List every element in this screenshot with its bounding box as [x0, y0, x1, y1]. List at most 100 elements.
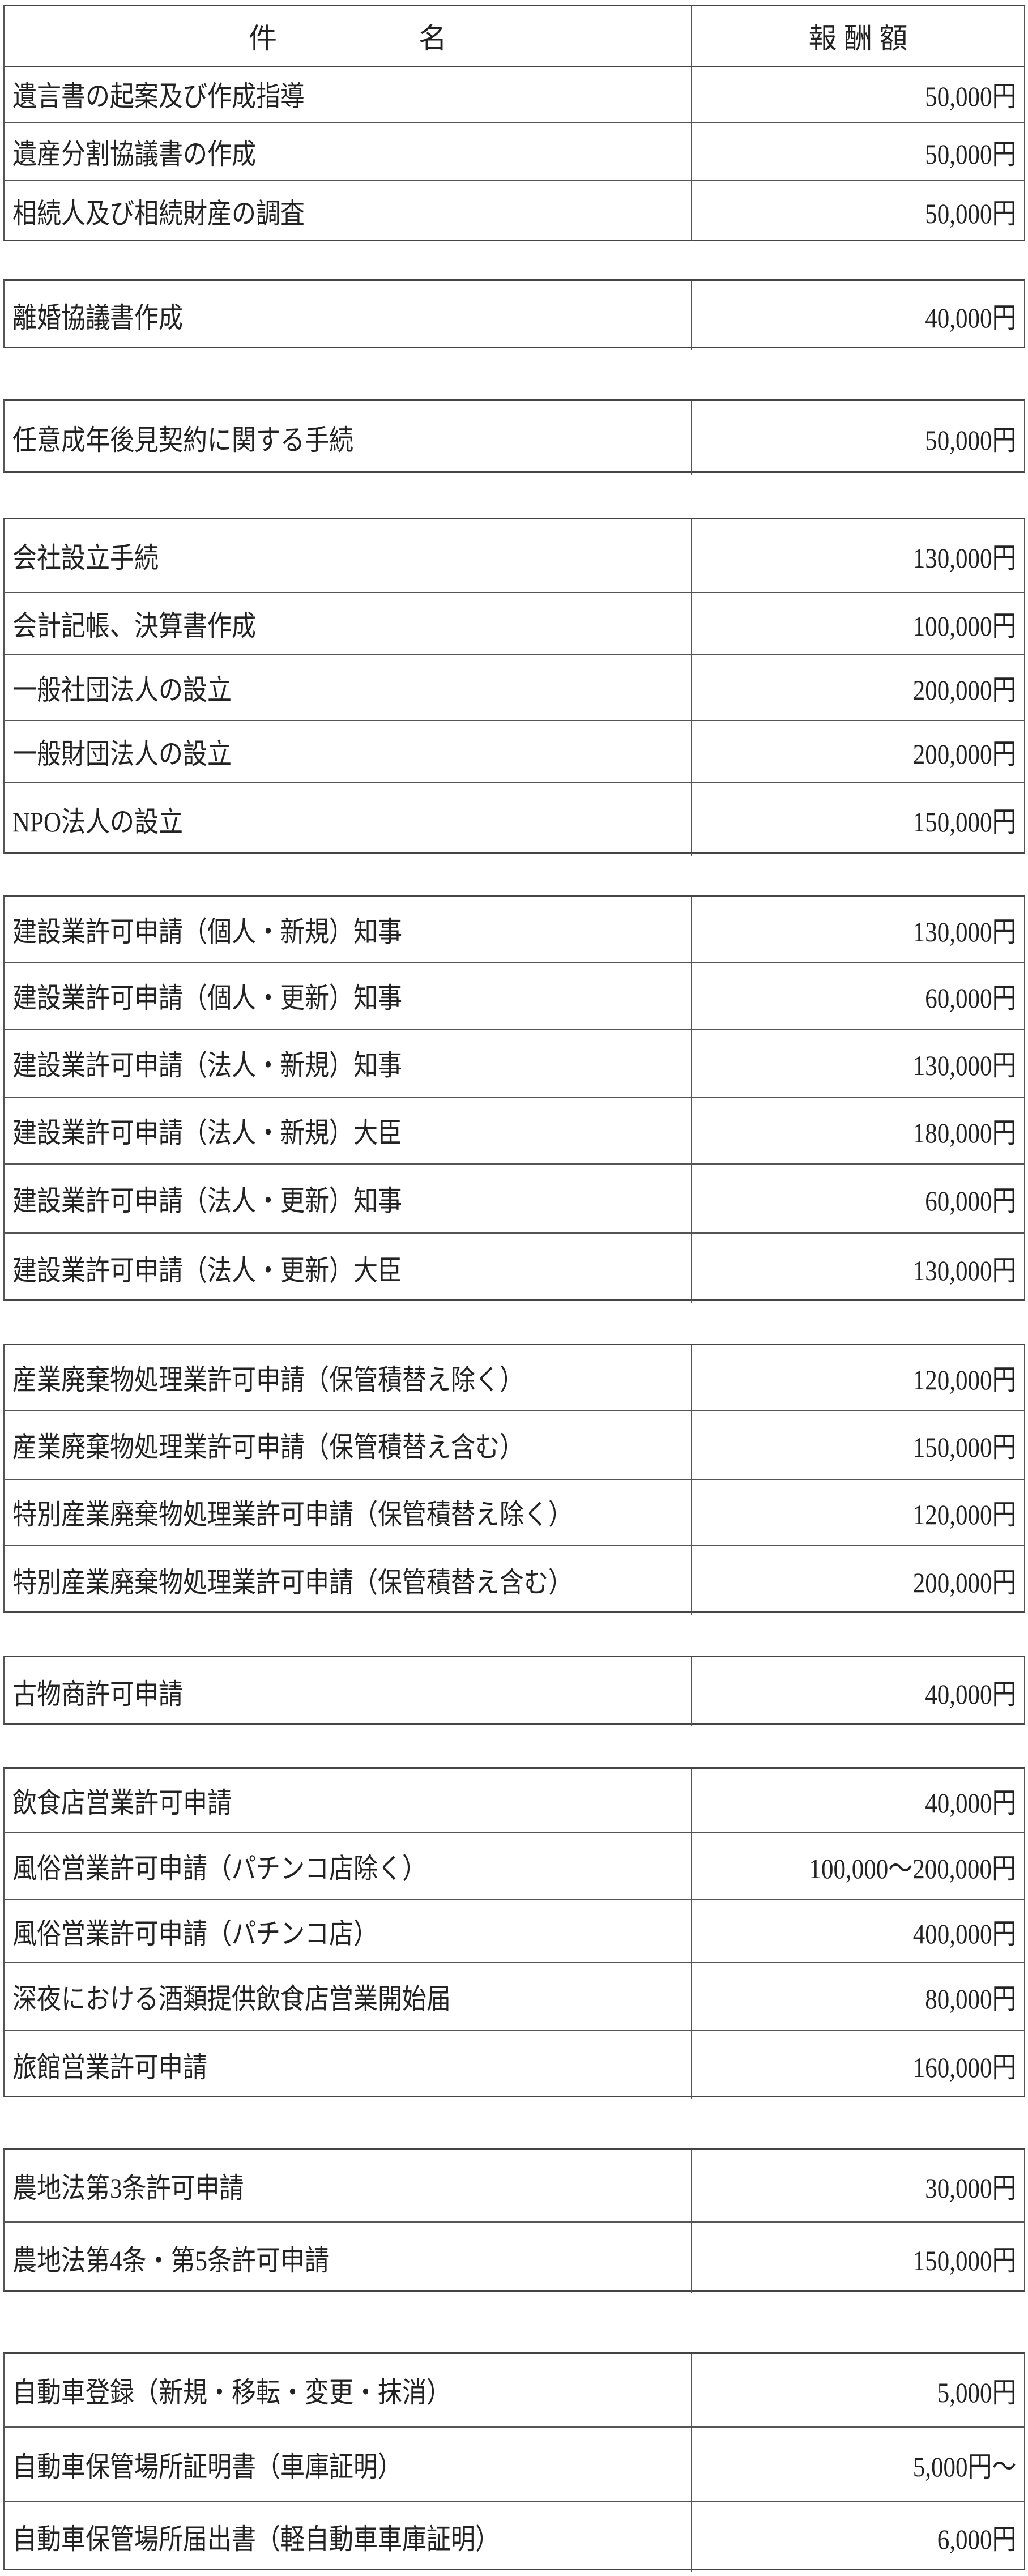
column-divider	[691, 1900, 692, 1962]
service-fee: 130,000円	[912, 1050, 1016, 1081]
fee-group: 産業廃棄物処理業許可申請（保管積替え除く） 120,000円 産業廃棄物処理業許可申…	[3, 1344, 1025, 1615]
service-name: 特別産業廃棄物処理業許可申請（保管積替え除く）	[12, 1499, 573, 1530]
table-row: 会社設立手続 130,000円	[5, 519, 1024, 593]
fee-group: 古物商許可申請 40,000円	[3, 1656, 1025, 1726]
column-divider	[691, 655, 692, 720]
column-divider	[691, 1165, 692, 1232]
service-name: 飲食店営業許可申請	[12, 1787, 232, 1819]
column-divider	[691, 2354, 692, 2426]
header-name: 件 名	[249, 22, 447, 54]
column-divider	[691, 783, 692, 856]
service-name: 一般社団法人の設立	[12, 674, 232, 706]
table-row: 一般社団法人の設立 200,000円	[5, 655, 1024, 721]
column-divider	[691, 519, 692, 592]
table-row: 建設業許可申請（法人・新規）知事 130,000円	[5, 1030, 1024, 1098]
fee-group: 任意成年後見契約に関する手続 50,000円	[3, 399, 1025, 475]
service-name: 風俗営業許可申請（パチンコ店除く）	[12, 1853, 426, 1884]
table-row: NPO法人の設立 150,000円	[5, 783, 1024, 856]
service-fee: 5,000円～	[912, 2450, 1016, 2483]
service-name: 建設業許可申請（法人・更新）大臣	[12, 1255, 402, 1286]
table-row: 産業廃棄物処理業許可申請（保管積替え含む） 150,000円	[5, 1411, 1024, 1480]
table-row: 風俗営業許可申請（パチンコ店） 400,000円	[5, 1900, 1024, 1963]
service-fee: 200,000円	[912, 1567, 1016, 1598]
service-name: 任意成年後見契約に関する手続	[12, 424, 353, 456]
table-row: 深夜における酒類提供飲食店営業開始届 80,000円	[5, 1963, 1024, 2031]
table-row: 離婚協議書作成 40,000円	[5, 281, 1024, 350]
service-fee: 130,000円	[912, 542, 1016, 574]
service-name: 自動車保管場所届出書（軽自動車車庫証明）	[12, 2523, 500, 2555]
service-fee: 100,000～200,000円	[809, 1853, 1017, 1884]
service-fee: 80,000円	[924, 1983, 1016, 2015]
service-fee: 50,000円	[924, 138, 1016, 170]
service-name: 古物商許可申請	[12, 1678, 183, 1710]
service-name: 建設業許可申請（法人・新規）知事	[12, 1050, 402, 1081]
table-row: 農地法第4条・第5条許可申請 150,000円	[5, 2223, 1024, 2293]
fee-group: 遺言書の起案及び作成指導 50,000円 遺産分割協議書の作成 50,000円 相続人及…	[3, 66, 1025, 241]
service-name: 産業廃棄物処理業許可申請（保管積替え含む）	[12, 1431, 524, 1463]
table-row: 建設業許可申請（法人・新規）大臣 180,000円	[5, 1098, 1024, 1165]
table-row: 産業廃棄物処理業許可申請（保管積替え除く） 120,000円	[5, 1345, 1024, 1411]
column-divider	[691, 401, 692, 475]
service-fee: 60,000円	[924, 1185, 1016, 1217]
column-divider	[691, 1769, 692, 1832]
service-name: 特別産業廃棄物処理業許可申請（保管積替え含む）	[12, 1567, 573, 1598]
service-fee: 200,000円	[912, 738, 1016, 770]
service-fee: 130,000円	[912, 1255, 1016, 1286]
column-divider	[691, 721, 692, 782]
column-divider	[691, 1963, 692, 2030]
table-row: 建設業許可申請（個人・新規）知事 130,000円	[5, 897, 1024, 963]
service-fee: 50,000円	[924, 424, 1016, 456]
column-divider	[691, 2031, 692, 2099]
service-name: 遺言書の起案及び作成指導	[12, 80, 305, 112]
column-divider	[691, 66, 692, 122]
service-name: 遺産分割協議書の作成	[12, 138, 256, 170]
service-fee: 30,000円	[924, 2172, 1016, 2204]
service-fee: 120,000円	[912, 1364, 1016, 1396]
service-name: 自動車保管場所証明書（車庫証明）	[12, 2450, 402, 2483]
service-fee: 5,000円	[937, 2377, 1016, 2408]
service-name: NPO法人の設立	[12, 806, 184, 838]
service-name: 風俗営業許可申請（パチンコ店）	[12, 1917, 378, 1950]
service-fee: 50,000円	[924, 197, 1016, 229]
table-row: 旅館営業許可申請 160,000円	[5, 2031, 1024, 2099]
fee-group: 建設業許可申請（個人・新規）知事 130,000円 建設業許可申請（個人・更新）知事…	[3, 895, 1025, 1303]
service-fee: 40,000円	[924, 1787, 1016, 1819]
service-fee: 100,000円	[912, 610, 1016, 642]
column-divider	[691, 181, 692, 241]
column-divider	[691, 6, 692, 66]
service-name: 農地法第4条・第5条許可申請	[12, 2244, 329, 2276]
table-row: 一般財団法人の設立 200,000円	[5, 721, 1024, 783]
service-name: 相続人及び相続財産の調査	[12, 197, 305, 229]
column-divider	[691, 963, 692, 1029]
column-divider	[691, 1546, 692, 1615]
table-row: 会計記帳、決算書作成 100,000円	[5, 593, 1024, 655]
table-row: 飲食店営業許可申請 40,000円	[5, 1769, 1024, 1833]
table-row: 自動車保管場所証明書（車庫証明） 5,000円～	[5, 2428, 1024, 2502]
table-row: 自動車登録（新規・移転・変更・抹消） 5,000円	[5, 2354, 1024, 2428]
fee-group: 飲食店営業許可申請 40,000円風俗営業許可申請（パチンコ店除く） 100,000…	[3, 1767, 1025, 2099]
column-divider	[691, 2150, 692, 2221]
fee-group: 離婚協議書作成 40,000円	[3, 279, 1025, 350]
table-header: 件 名報 酬 額	[3, 5, 1025, 67]
service-name: 産業廃棄物処理業許可申請（保管積替え除く）	[12, 1364, 524, 1396]
service-fee: 6,000円	[937, 2523, 1016, 2555]
table-row: 特別産業廃棄物処理業許可申請（保管積替え含む） 200,000円	[5, 1546, 1024, 1615]
table-row: 自動車保管場所届出書（軽自動車車庫証明） 6,000円	[5, 2502, 1024, 2572]
column-divider	[691, 1098, 692, 1163]
column-divider	[691, 1411, 692, 1479]
service-name: 旅館営業許可申請	[12, 2052, 207, 2083]
service-name: 深夜における酒類提供飲食店営業開始届	[12, 1983, 451, 2015]
column-divider	[691, 897, 692, 962]
service-name: 一般財団法人の設立	[12, 738, 232, 770]
column-divider	[691, 1345, 692, 1410]
table-row: 相続人及び相続財産の調査 50,000円	[5, 181, 1024, 241]
service-name: 建設業許可申請（法人・更新）知事	[12, 1185, 402, 1217]
column-divider	[691, 1657, 692, 1726]
column-divider	[691, 1234, 692, 1303]
service-fee: 40,000円	[924, 1678, 1016, 1710]
service-fee: 150,000円	[912, 1431, 1016, 1463]
column-divider	[691, 593, 692, 654]
table-row: 遺言書の起案及び作成指導 50,000円	[5, 66, 1024, 123]
service-name: 建設業許可申請（法人・新規）大臣	[12, 1117, 402, 1149]
service-fee: 200,000円	[912, 674, 1016, 706]
